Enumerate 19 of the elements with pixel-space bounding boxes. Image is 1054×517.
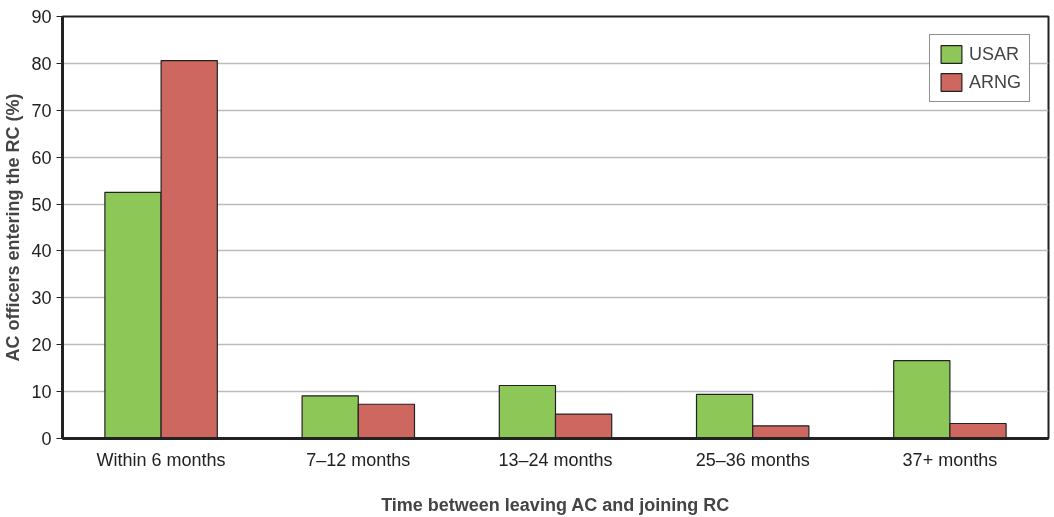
y-tick-label: 80 (31, 53, 52, 74)
y-tick-label: 70 (31, 100, 52, 121)
x-tick-label: 13–24 months (498, 449, 613, 470)
y-tick-label: 50 (31, 194, 52, 215)
x-tick-label: 25–36 months (695, 449, 810, 470)
y-tick-label: 0 (41, 429, 52, 449)
x-tick-label: 7–12 months (306, 449, 411, 470)
x-tick-label: 37+ months (902, 449, 998, 470)
y-tick-label: 10 (31, 382, 52, 403)
y-tick-label: 30 (31, 288, 52, 309)
x-axis-title: Time between leaving AC and joining RC (381, 494, 730, 515)
y-tick-label: 60 (31, 147, 52, 168)
y-tick-label: 20 (31, 335, 52, 356)
y-tick-label: 90 (31, 7, 52, 27)
y-axis-title: AC officers entering the RC (%) (3, 93, 24, 362)
legend-label: USAR (968, 43, 1019, 65)
x-tick-label: Within 6 months (96, 449, 226, 470)
legend-label: ARNG (968, 71, 1021, 93)
y-tick-label: 40 (31, 241, 52, 262)
